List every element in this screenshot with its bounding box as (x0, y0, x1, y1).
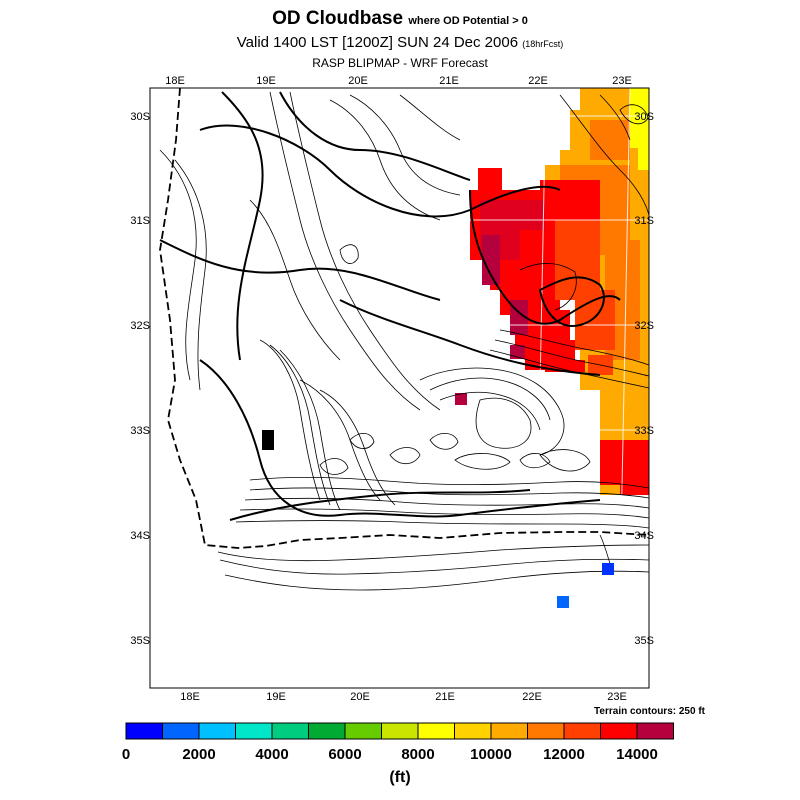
axis-tick-label: 31S (634, 215, 654, 227)
coastline (159, 88, 649, 549)
colorbar-segment (636, 722, 674, 740)
colorbar-segment (198, 722, 236, 740)
plot-frame (149, 87, 650, 689)
axis-tick-label: 33S (130, 425, 150, 437)
axis-tick-label: 19E (256, 75, 276, 87)
lon-labels-bottom: 18E 19E 20E 21E 22E 23E (180, 691, 627, 703)
axis-tick-label: 19E (266, 691, 286, 703)
lat-lon-grid (150, 88, 649, 688)
terrain-contours (159, 88, 649, 591)
colorbar-segment (490, 722, 528, 740)
colorbar-label: 2000 (182, 746, 216, 763)
colorbar-segment (454, 722, 492, 740)
axis-tick-label: 23E (607, 691, 627, 703)
axis-tick-label: 21E (439, 75, 459, 87)
cloudbase-cell (557, 596, 569, 608)
lat-labels-left: 30S 31S 32S 33S 34S 35S (130, 111, 150, 647)
cloudbase-cell (620, 480, 649, 495)
meridian-line (533, 88, 547, 688)
axis-tick-label: 34S (130, 530, 150, 542)
meridian-line (170, 88, 184, 688)
cloudbase-cell (455, 393, 467, 405)
colorbar-label: 6000 (328, 746, 362, 763)
axis-tick-label: 23E (612, 75, 632, 87)
axis-tick-label: 30S (634, 111, 654, 123)
valid-time: Valid 1400 LST [1200Z] SUN 24 Dec 2006 (… (0, 34, 800, 51)
axis-tick-label: 20E (348, 75, 368, 87)
colorbar-segment (125, 722, 163, 740)
colorbar-units: (ft) (389, 769, 411, 786)
colorbar-segment (308, 722, 346, 740)
valid-time-text: Valid 1400 LST [1200Z] SUN 24 Dec 2006 (236, 34, 519, 51)
colorbar-segment (162, 722, 200, 740)
colorbar-segment (344, 722, 382, 740)
axis-tick-label: 32S (634, 320, 654, 332)
colorbar-segment (563, 722, 601, 740)
cloudbase-cell (638, 140, 649, 170)
axis-tick-label: 30S (130, 111, 150, 123)
meridian-line (444, 88, 458, 688)
meridian-line (617, 88, 631, 688)
axis-tick-label: 32S (130, 320, 150, 332)
map-title-main: OD Cloudbase (272, 8, 404, 29)
axis-tick-label: 21E (435, 691, 455, 703)
axis-tick-label: 35S (130, 635, 150, 647)
colorbar-label: 10000 (470, 746, 512, 763)
axis-tick-label: 22E (522, 691, 542, 703)
axis-tick-label: 35S (634, 635, 654, 647)
lat-labels-right: 30S 31S 32S 33S 34S 35S (634, 111, 654, 647)
map-title-suffix: where OD Potential > 0 (408, 15, 528, 27)
terrain-contour-note: Terrain contours: 250 ft (594, 706, 705, 717)
axis-tick-label: 34S (634, 530, 654, 542)
cloudbase-cell (482, 235, 500, 285)
cloudbase-fill-layer (455, 88, 649, 495)
cloudbase-cell (510, 345, 525, 359)
axis-tick-label: 18E (165, 75, 185, 87)
cloudbase-cell (630, 88, 649, 148)
axis-tick-label: 31S (130, 215, 150, 227)
colorbar-label: 4000 (255, 746, 289, 763)
colorbar (125, 722, 674, 740)
colorbar-segment (235, 722, 273, 740)
colorbar-label: 12000 (543, 746, 585, 763)
meridian-line (353, 88, 367, 688)
colorbar-segment (381, 722, 419, 740)
meridian-line (261, 88, 275, 688)
axis-tick-label: 22E (528, 75, 548, 87)
map-title: OD Cloudbase where OD Potential > 0 (0, 8, 800, 30)
cloudbase-cell (590, 120, 630, 160)
colorbar-segment (527, 722, 565, 740)
cloudbase-cell (602, 563, 614, 575)
lon-labels-top: 18E 19E 20E 21E 22E 23E (165, 75, 632, 87)
colorbar-segment (417, 722, 455, 740)
terrain-peak (262, 430, 274, 450)
colorbar-segment (271, 722, 309, 740)
cloudbase-cell (520, 200, 545, 230)
cloudbase-point-markers (262, 430, 614, 608)
axis-tick-label: 33S (634, 425, 654, 437)
colorbar-segment (600, 722, 638, 740)
cloudbase-cell (600, 440, 649, 485)
map-source: RASP BLIPMAP - WRF Forecast (312, 56, 488, 70)
axis-tick-label: 20E (350, 691, 370, 703)
forecast-hour: (18hrFcst) (522, 39, 564, 49)
colorbar-label: 0 (121, 746, 131, 763)
colorbar-label: 14000 (616, 746, 658, 763)
colorbar-label: 8000 (401, 746, 435, 763)
axis-tick-label: 18E (180, 691, 200, 703)
cloudbase-cell (555, 220, 600, 300)
